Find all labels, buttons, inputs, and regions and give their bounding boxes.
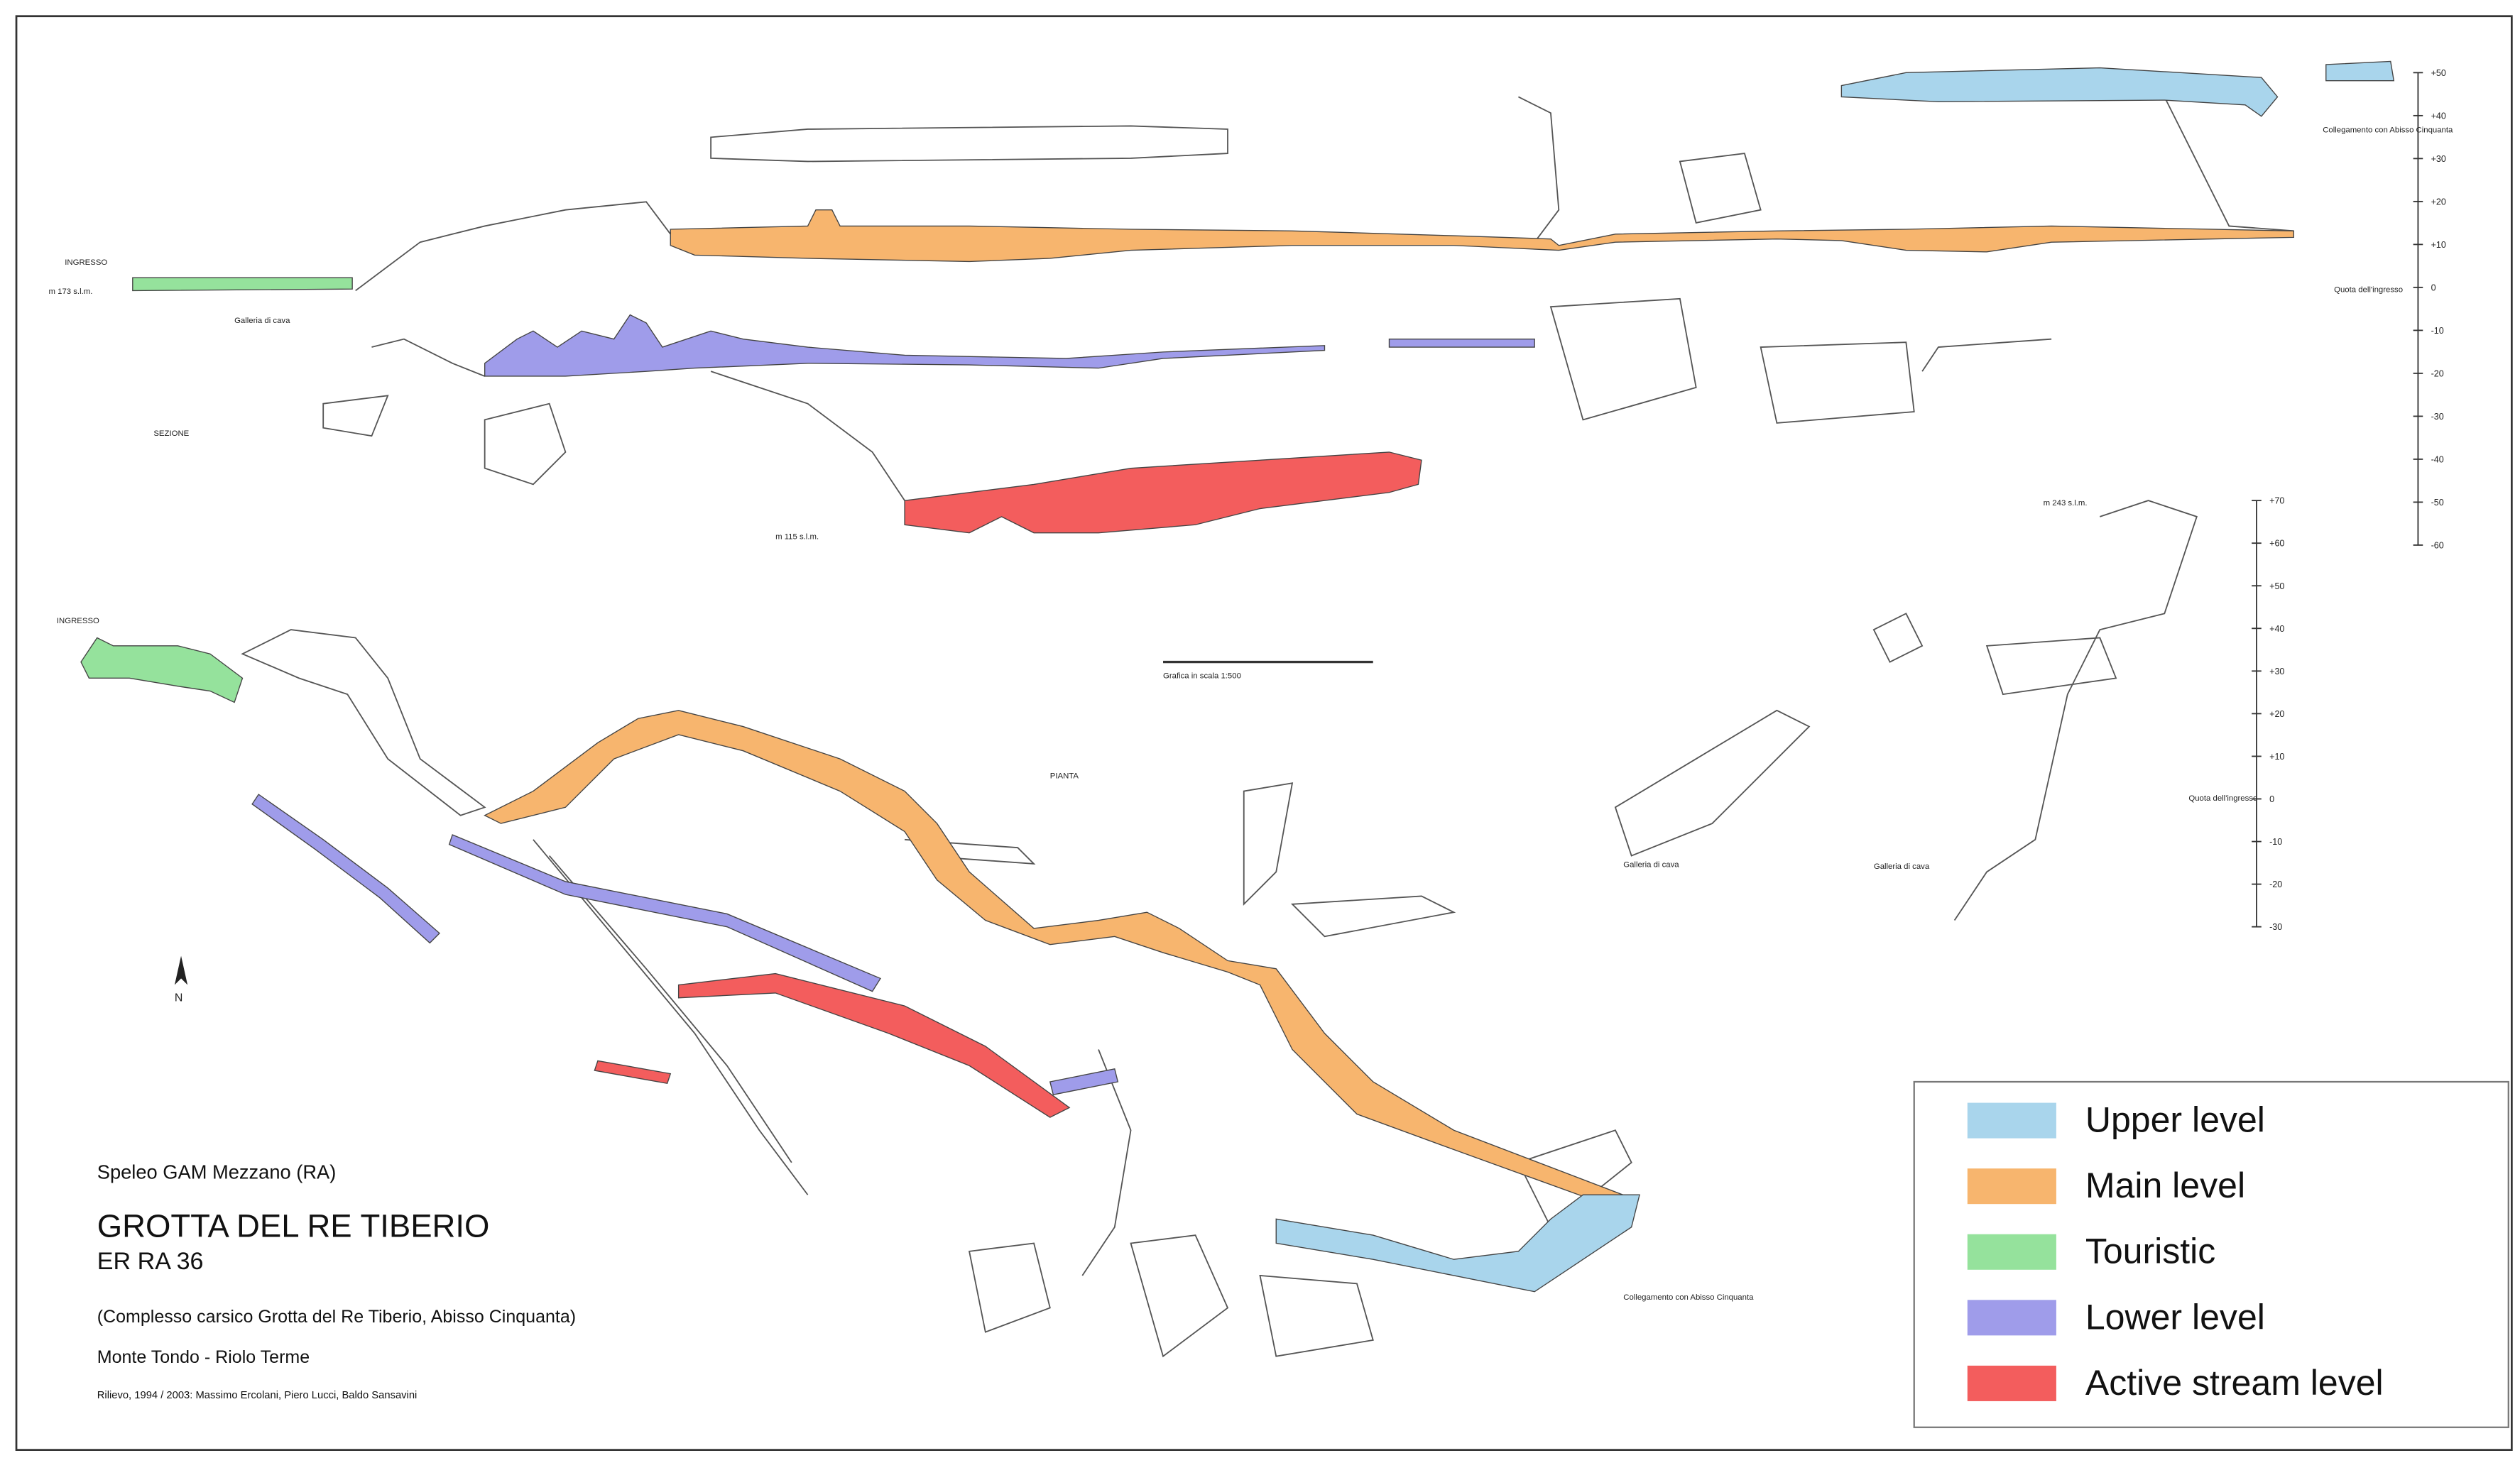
legend-label: Active stream level — [2085, 1363, 2384, 1403]
upper-level-plan — [1275, 1194, 1640, 1293]
scale-label: -20 — [2269, 879, 2282, 889]
scale-label: +40 — [2269, 624, 2284, 634]
scale-label: -20 — [2431, 368, 2444, 378]
legend-swatch — [1967, 1234, 2056, 1270]
label: m 115 s.l.m. — [775, 533, 819, 542]
lower-level-plan — [251, 794, 440, 944]
active-stream-plan — [677, 972, 1071, 1118]
label: m 243 s.l.m. — [2044, 499, 2088, 508]
legend-swatch — [1967, 1102, 2056, 1139]
legend-swatch — [1967, 1365, 2056, 1401]
scale-label: 0 — [2269, 794, 2274, 804]
label: Galleria di cava — [1874, 862, 1930, 871]
credits: Rilievo, 1994 / 2003: Massimo Ercolani, … — [97, 1390, 418, 1401]
label: PIANTA — [1050, 772, 1079, 780]
scale-label: -10 — [2431, 326, 2444, 336]
scale-label: +20 — [2431, 197, 2446, 207]
label: m 173 s.l.m. — [49, 287, 93, 296]
label: INGRESSO — [65, 258, 107, 267]
legend-swatch — [1967, 1300, 2056, 1336]
location: Monte Tondo - Riolo Terme — [97, 1347, 310, 1367]
code: ER RA 36 — [97, 1248, 204, 1275]
touristic-section — [132, 277, 353, 292]
label: Galleria di cava — [234, 317, 290, 325]
scale-label: -40 — [2431, 454, 2444, 464]
scale-label: +40 — [2431, 111, 2446, 121]
scale-label: +50 — [2431, 68, 2446, 78]
label: INGRESSO — [57, 617, 99, 625]
elevation-scales: +50 +40 +30 +20 +10 0 -10 -20 -30 -40 -50 -60 +70 +60… — [2252, 68, 2446, 932]
label: Quota dell'ingresso — [2188, 794, 2257, 803]
scale-label: -10 — [2269, 837, 2282, 847]
label: Collegamento con Abisso Cinquanta — [1623, 1293, 1754, 1302]
scale-label: +60 — [2269, 539, 2284, 549]
active-stream-section — [904, 451, 1422, 534]
label: Galleria di cava — [1623, 860, 1679, 869]
scale-label: -50 — [2431, 498, 2444, 508]
label: Quota dell'ingresso — [2334, 286, 2403, 295]
main-level-section — [670, 209, 2294, 263]
title: GROTTA DEL RE TIBERIO — [97, 1207, 490, 1244]
label: N — [175, 992, 183, 1004]
scale-label: +50 — [2269, 581, 2284, 591]
scale-label: +30 — [2269, 667, 2284, 676]
organization: Speleo GAM Mezzano (RA) — [97, 1161, 337, 1183]
label: SEZIONE — [153, 429, 189, 438]
scale-label: +30 — [2431, 154, 2446, 164]
scale-label: +10 — [2269, 752, 2284, 762]
label: Collegamento con Abisso Cinquanta — [2323, 126, 2453, 135]
legend-label: Upper level — [2085, 1100, 2265, 1140]
scale-label: +10 — [2431, 240, 2446, 250]
legend-label: Touristic — [2085, 1232, 2216, 1271]
legend-label: Main level — [2085, 1166, 2245, 1205]
lower-level-plan — [1049, 1068, 1119, 1096]
lower-level-section — [1388, 338, 1535, 348]
lower-level-section — [484, 314, 1326, 377]
main-level-plan — [484, 710, 1632, 1212]
label: Grafica in scala 1:500 — [1163, 672, 1241, 680]
legend-swatch — [1967, 1168, 2056, 1205]
scale-label: -30 — [2431, 412, 2444, 422]
active-stream-plan — [594, 1060, 672, 1085]
survey-outlines — [241, 96, 2294, 1358]
scale-label: -30 — [2269, 922, 2282, 932]
touristic-plan — [80, 637, 244, 703]
scale-label: -60 — [2431, 540, 2444, 550]
scale-label: +20 — [2269, 709, 2284, 719]
legend: Upper level Main level Touristic Lower leve… — [1913, 1080, 2509, 1428]
scale-label: +70 — [2269, 496, 2284, 506]
frame — [15, 15, 2513, 1451]
legend-label: Lower level — [2085, 1297, 2265, 1337]
subtitle: (Complesso carsico Grotta del Re Tiberio… — [97, 1307, 576, 1327]
lower-level-plan — [448, 834, 881, 992]
upper-level-section — [2325, 60, 2395, 82]
scale-label: 0 — [2431, 283, 2436, 292]
passages — [80, 60, 2395, 1293]
upper-level-section — [1840, 67, 2279, 117]
north-arrow — [174, 955, 188, 985]
